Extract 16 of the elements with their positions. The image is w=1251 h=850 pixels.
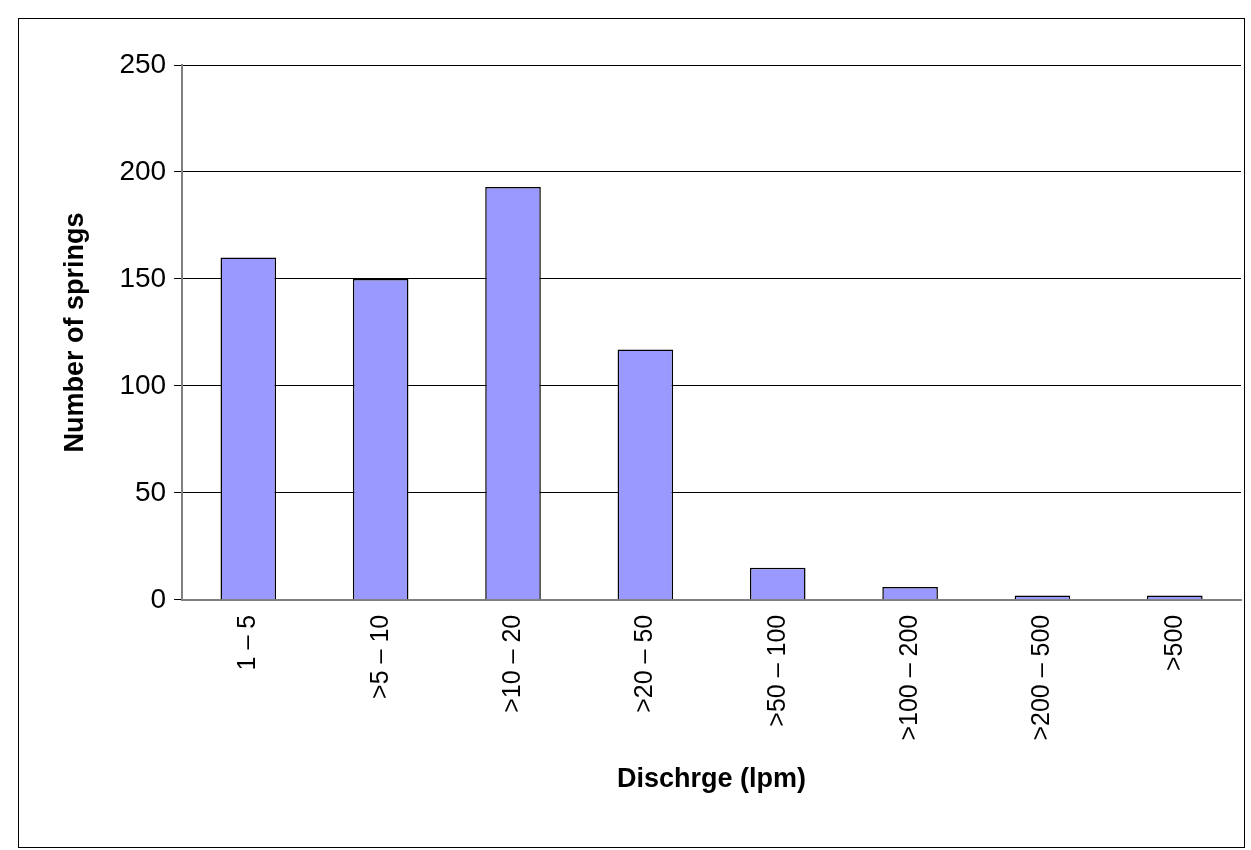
y-tick-label: 0 [150, 582, 167, 614]
x-tick-label: >200 – 500 [1026, 614, 1055, 741]
x-tick-label: >500 [1158, 614, 1187, 672]
y-tick-label: 250 [119, 47, 167, 79]
x-tick-label: >100 – 200 [893, 614, 922, 741]
x-tick-label: >10 – 20 [496, 614, 525, 713]
x-tick-label: 1 – 5 [232, 614, 261, 671]
x-tick-label: >50 – 100 [761, 614, 790, 727]
y-tick-label: 50 [134, 475, 167, 507]
y-tick-label: 100 [119, 368, 167, 400]
y-tick-label: 200 [119, 154, 167, 186]
x-axis-title: Dischrge (lpm) [617, 763, 807, 794]
x-tick-label: >20 – 50 [629, 614, 658, 713]
y-axis-title: Number of springs [58, 212, 89, 453]
y-tick-label: 150 [119, 261, 167, 293]
x-tick-label: >5 – 10 [364, 614, 393, 699]
